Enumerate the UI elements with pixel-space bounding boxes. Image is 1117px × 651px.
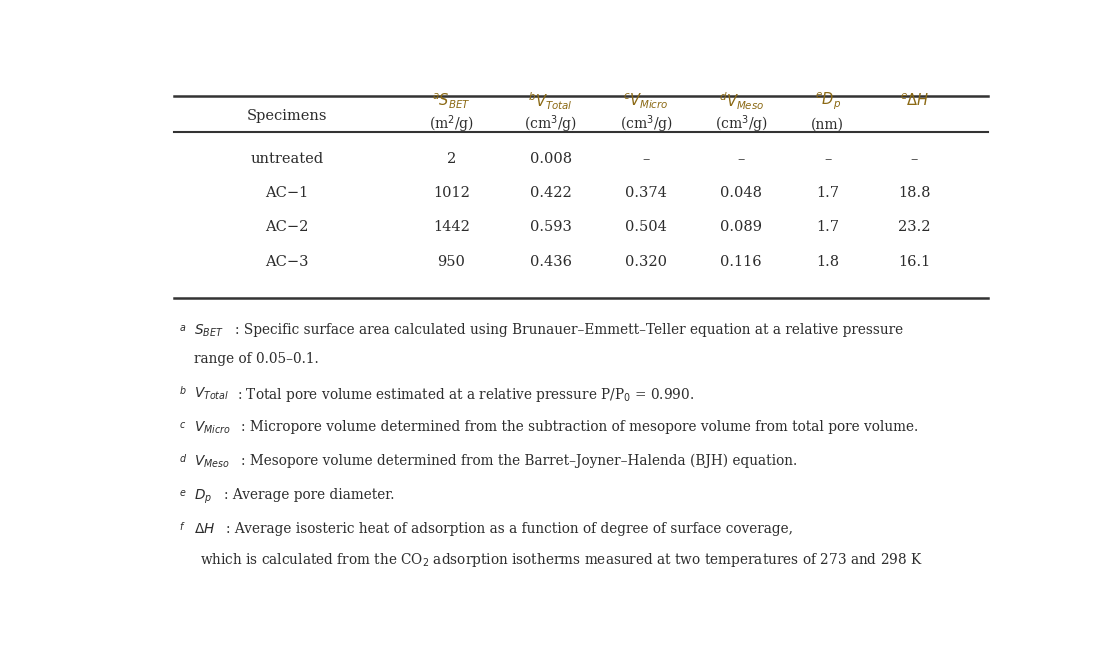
Text: 0.422: 0.422 (529, 186, 572, 201)
Text: –: – (642, 152, 650, 166)
Text: 0.504: 0.504 (626, 221, 667, 234)
Text: $^c$$V_{Micro}$: $^c$$V_{Micro}$ (623, 92, 669, 111)
Text: $^d$$V_{Meso}$: $^d$$V_{Meso}$ (718, 90, 764, 112)
Text: $^b$$V_{Total}$: $^b$$V_{Total}$ (528, 90, 573, 112)
Text: (nm): (nm) (811, 117, 844, 132)
Text: $^b$: $^b$ (179, 386, 187, 400)
Text: $^e$$D_p$: $^e$$D_p$ (814, 90, 841, 112)
Text: 0.374: 0.374 (626, 186, 667, 201)
Text: : Specific surface area calculated using Brunauer–Emmett–Teller equation at a re: : Specific surface area calculated using… (235, 323, 903, 337)
Text: $\Delta H$: $\Delta H$ (194, 522, 216, 536)
Text: which is calculated from the CO$_2$ adsorption isotherms measured at two tempera: which is calculated from the CO$_2$ adso… (200, 551, 923, 570)
Text: –: – (910, 152, 918, 166)
Text: AC−3: AC−3 (265, 255, 308, 269)
Text: –: – (824, 152, 831, 166)
Text: –: – (737, 152, 745, 166)
Text: $V_{Total}$: $V_{Total}$ (194, 386, 229, 402)
Text: $^e$$\Delta H$: $^e$$\Delta H$ (899, 93, 929, 109)
Text: (cm$^3$/g): (cm$^3$/g) (524, 113, 577, 135)
Text: $^e$: $^e$ (179, 488, 187, 502)
Text: : Average pore diameter.: : Average pore diameter. (223, 488, 394, 502)
Text: 0.320: 0.320 (626, 255, 667, 269)
Text: $^f$: $^f$ (179, 522, 185, 536)
Text: 0.008: 0.008 (529, 152, 572, 166)
Text: $S_{BET}$: $S_{BET}$ (194, 323, 223, 339)
Text: (m$^2$/g): (m$^2$/g) (429, 113, 474, 135)
Text: $^a$$S_{BET}$: $^a$$S_{BET}$ (432, 92, 470, 111)
Text: 1.8: 1.8 (817, 255, 839, 269)
Text: 1.7: 1.7 (817, 221, 839, 234)
Text: 1.7: 1.7 (817, 186, 839, 201)
Text: (cm$^3$/g): (cm$^3$/g) (715, 113, 767, 135)
Text: 2: 2 (447, 152, 456, 166)
Text: 950: 950 (438, 255, 465, 269)
Text: $^a$: $^a$ (179, 323, 185, 337)
Text: : Mesopore volume determined from the Barret–Joyner–Halenda (BJH) equation.: : Mesopore volume determined from the Ba… (241, 454, 798, 469)
Text: 1012: 1012 (432, 186, 470, 201)
Text: 18.8: 18.8 (898, 186, 930, 201)
Text: 23.2: 23.2 (898, 221, 930, 234)
Text: $^d$: $^d$ (179, 454, 187, 468)
Text: Specimens: Specimens (247, 109, 327, 123)
Text: 0.436: 0.436 (529, 255, 572, 269)
Text: 16.1: 16.1 (898, 255, 930, 269)
Text: $^c$: $^c$ (179, 420, 185, 434)
Text: untreated: untreated (250, 152, 323, 166)
Text: range of 0.05–0.1.: range of 0.05–0.1. (194, 352, 319, 366)
Text: 0.116: 0.116 (720, 255, 762, 269)
Text: : Total pore volume estimated at a relative pressure P/P$_0$ = 0.990.: : Total pore volume estimated at a relat… (238, 386, 695, 404)
Text: $V_{Meso}$: $V_{Meso}$ (194, 454, 230, 471)
Text: 0.048: 0.048 (720, 186, 762, 201)
Text: 0.593: 0.593 (529, 221, 572, 234)
Text: : Average isosteric heat of adsorption as a function of degree of surface covera: : Average isosteric heat of adsorption a… (226, 522, 793, 536)
Text: AC−2: AC−2 (265, 221, 308, 234)
Text: $D_p$: $D_p$ (194, 488, 212, 506)
Text: 1442: 1442 (432, 221, 470, 234)
Text: $V_{Micro}$: $V_{Micro}$ (194, 420, 231, 436)
Text: : Micropore volume determined from the subtraction of mesopore volume from total: : Micropore volume determined from the s… (241, 420, 918, 434)
Text: 0.089: 0.089 (720, 221, 762, 234)
Text: (cm$^3$/g): (cm$^3$/g) (620, 113, 672, 135)
Text: AC−1: AC−1 (265, 186, 308, 201)
